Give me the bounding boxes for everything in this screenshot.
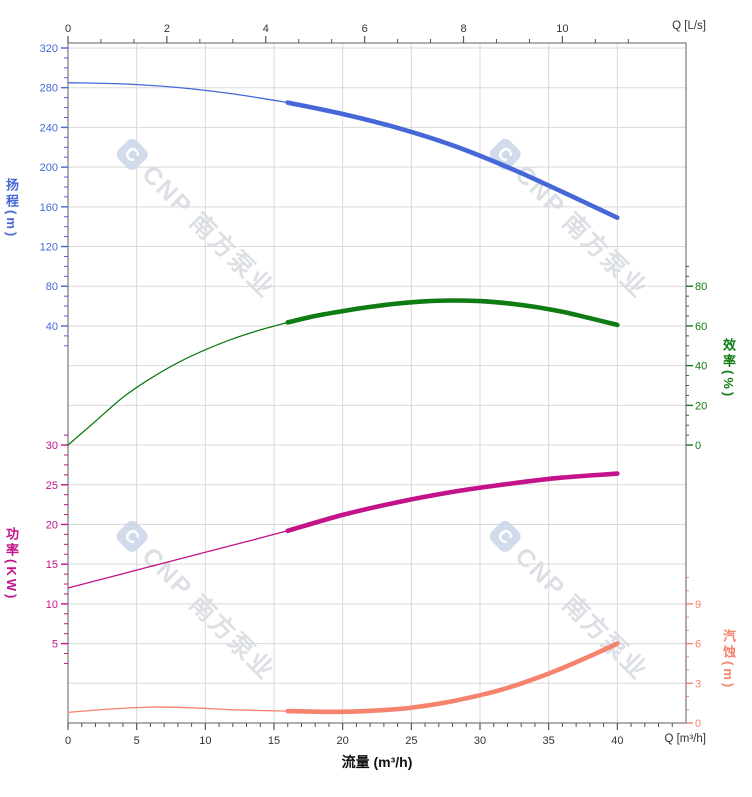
npsh-axis: 9 6 3 0 bbox=[686, 576, 701, 730]
svg-text:40: 40 bbox=[46, 321, 58, 333]
power-axis-title: 功率(KW) bbox=[4, 527, 19, 602]
head-axis-title: 扬程(m) bbox=[4, 178, 19, 240]
svg-text:120: 120 bbox=[40, 242, 58, 254]
svg-text:10: 10 bbox=[199, 735, 211, 747]
svg-text:CNP 南方泵业: CNP 南方泵业 bbox=[509, 159, 653, 303]
head-axis: 320 280 240 200 160 120 80 40 bbox=[40, 43, 68, 347]
svg-text:35: 35 bbox=[543, 735, 555, 747]
svg-text:CNP 南方泵业: CNP 南方泵业 bbox=[136, 159, 280, 303]
bottom-axis: 0 5 10 15 20 25 30 35 40 bbox=[65, 723, 673, 747]
head-curve-thin bbox=[67, 82, 289, 104]
svg-text:15: 15 bbox=[268, 735, 280, 747]
svg-text:0: 0 bbox=[695, 440, 701, 452]
efficiency-axis-title: 效率(%) bbox=[721, 338, 736, 400]
power-axis: 30 25 20 15 10 5 bbox=[46, 434, 68, 664]
npsh-curve-duty bbox=[285, 641, 620, 715]
curves bbox=[67, 82, 620, 715]
svg-text:8: 8 bbox=[460, 23, 466, 35]
npsh-curve-thin bbox=[67, 706, 289, 714]
flow-axis-title: 流量 (m³/h) bbox=[341, 754, 413, 770]
npsh-axis-title: 汽蚀(m) bbox=[721, 629, 736, 691]
svg-text:0: 0 bbox=[65, 23, 71, 35]
svg-text:80: 80 bbox=[695, 281, 707, 293]
svg-text:80: 80 bbox=[46, 281, 58, 293]
svg-text:10: 10 bbox=[46, 599, 58, 611]
efficiency-curve-thin bbox=[67, 321, 289, 446]
svg-text:4: 4 bbox=[263, 23, 269, 35]
svg-text:6: 6 bbox=[362, 23, 368, 35]
power-curve-thin bbox=[67, 530, 289, 589]
svg-text:30: 30 bbox=[46, 440, 58, 452]
svg-text:10: 10 bbox=[556, 23, 568, 35]
svg-text:320: 320 bbox=[40, 43, 58, 55]
svg-text:30: 30 bbox=[474, 735, 486, 747]
svg-text:200: 200 bbox=[40, 162, 58, 174]
svg-text:20: 20 bbox=[337, 735, 349, 747]
svg-text:5: 5 bbox=[52, 639, 58, 651]
svg-text:240: 240 bbox=[40, 122, 58, 134]
svg-text:15: 15 bbox=[46, 559, 58, 571]
svg-text:0: 0 bbox=[65, 735, 71, 747]
svg-text:9: 9 bbox=[695, 599, 701, 611]
top-axis: 0 2 4 6 8 10 bbox=[65, 23, 629, 43]
svg-text:40: 40 bbox=[611, 735, 623, 747]
svg-text:20: 20 bbox=[46, 519, 58, 531]
svg-text:25: 25 bbox=[405, 735, 417, 747]
power-curve-duty bbox=[285, 471, 620, 534]
eff-axis: 80 60 40 20 0 bbox=[686, 265, 707, 452]
svg-text:25: 25 bbox=[46, 480, 58, 492]
plot-frame bbox=[67, 42, 687, 724]
svg-text:160: 160 bbox=[40, 202, 58, 214]
svg-text:5: 5 bbox=[134, 735, 140, 747]
svg-text:20: 20 bbox=[695, 400, 707, 412]
head-curve-duty bbox=[285, 100, 620, 220]
svg-text:280: 280 bbox=[40, 83, 58, 95]
svg-text:0: 0 bbox=[695, 718, 701, 730]
svg-text:2: 2 bbox=[164, 23, 170, 35]
svg-text:60: 60 bbox=[695, 321, 707, 333]
svg-text:CNP 南方泵业: CNP 南方泵业 bbox=[136, 541, 280, 685]
svg-text:40: 40 bbox=[695, 361, 707, 373]
svg-text:CNP 南方泵业: CNP 南方泵业 bbox=[509, 541, 653, 685]
top-axis-unit-label: Q [L/s] bbox=[672, 20, 706, 32]
svg-text:3: 3 bbox=[695, 678, 701, 690]
bottom-axis-unit-label: Q [m³/h] bbox=[664, 733, 706, 745]
efficiency-curve-duty bbox=[285, 298, 620, 328]
svg-text:6: 6 bbox=[695, 639, 701, 651]
